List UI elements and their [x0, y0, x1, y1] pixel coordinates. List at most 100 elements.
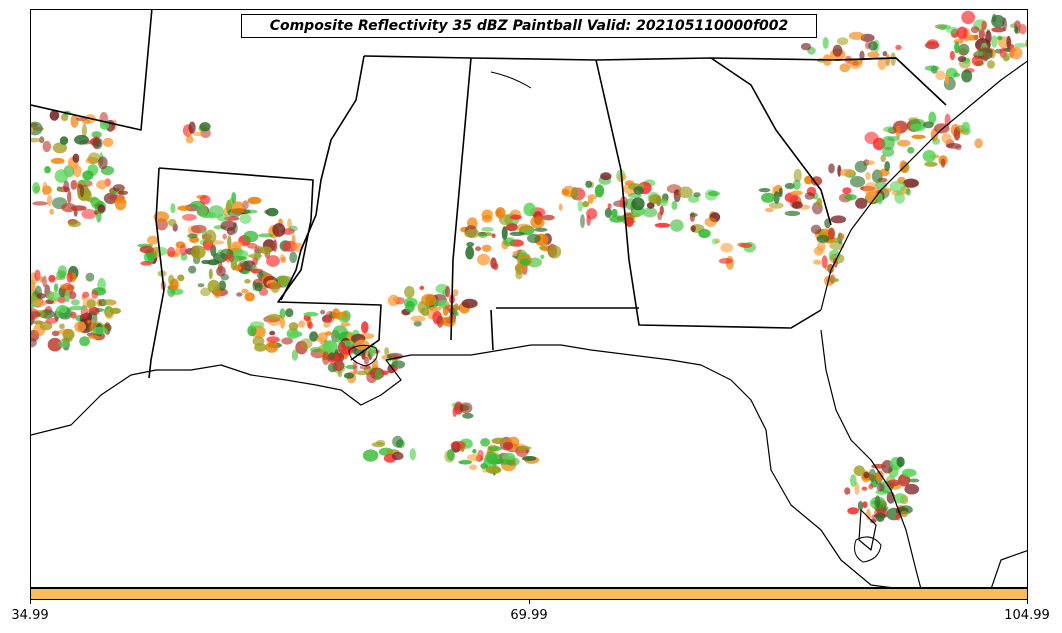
- paintball-blob: [1002, 54, 1010, 62]
- paintball-blob: [481, 214, 493, 223]
- paintball-blob: [580, 214, 585, 229]
- paintball-blob: [944, 73, 950, 85]
- paintball-blob: [97, 156, 108, 170]
- paintball-blob: [332, 325, 348, 340]
- paintball-blob: [421, 293, 437, 307]
- paintball-blob: [31, 127, 34, 133]
- paintball-blob: [895, 512, 901, 521]
- paintball-blob: [486, 453, 502, 465]
- paintball-blob: [577, 199, 583, 212]
- paintball-blob: [454, 311, 459, 317]
- paintball-blob: [224, 253, 235, 263]
- paintball-blob: [88, 334, 101, 339]
- paintball-blob: [813, 259, 822, 265]
- paintball-blob: [791, 201, 803, 209]
- paintball-blob: [866, 508, 871, 521]
- paintball-blob: [359, 364, 371, 370]
- paintball-blob: [58, 328, 72, 335]
- paintball-blob: [1014, 26, 1019, 34]
- paintball-blob: [861, 486, 868, 491]
- paintball-blob: [863, 471, 870, 479]
- paintball-blob: [1014, 43, 1027, 48]
- paintball-blob: [898, 473, 911, 487]
- paintball-blob: [800, 42, 812, 51]
- paintball-blob: [924, 65, 940, 71]
- paintball-blob: [82, 170, 94, 181]
- paintball-blob: [356, 370, 368, 376]
- paintball-blob: [374, 368, 382, 381]
- paintball-blob: [970, 26, 980, 34]
- paintball-blob: [527, 233, 541, 244]
- paintball-blob: [393, 296, 399, 303]
- paintball-blob: [558, 203, 563, 211]
- paintball-blob: [464, 229, 480, 239]
- paintball-blob: [409, 448, 416, 461]
- paintball-blob: [77, 187, 91, 201]
- paintball-blob: [816, 197, 823, 207]
- paintball-blob: [81, 208, 97, 220]
- paintball-blob: [291, 349, 299, 361]
- paintball-blob: [87, 152, 101, 164]
- paintball-blob: [689, 212, 698, 217]
- paintball-blob: [147, 235, 159, 245]
- paintball-blob: [893, 493, 907, 504]
- paintball-blob: [94, 140, 102, 148]
- paintball-blob: [244, 279, 251, 284]
- paintball-blob: [286, 328, 300, 339]
- paintball-blob: [175, 246, 181, 258]
- paintball-blob: [894, 191, 905, 204]
- paintball-blob: [773, 191, 780, 204]
- paintball-blob: [436, 315, 444, 328]
- paintball-blob: [153, 211, 170, 223]
- paintball-blob: [246, 242, 258, 249]
- paintball-blob: [32, 201, 48, 206]
- paintball-blob: [31, 137, 42, 143]
- paintball-blob: [954, 144, 962, 151]
- paintball-blob: [887, 479, 901, 487]
- paintball-blob: [961, 10, 976, 25]
- paintball-blob: [82, 297, 98, 309]
- paintball-blob: [784, 182, 796, 190]
- paintball-blob: [387, 352, 403, 360]
- paintball-blob: [447, 449, 455, 461]
- paintball-blob: [361, 351, 366, 360]
- paintball-blob: [877, 57, 887, 70]
- paintball-blob: [740, 242, 753, 248]
- paintball-blob: [404, 286, 415, 299]
- paintball-blob: [505, 223, 518, 232]
- paintball-blob: [231, 192, 237, 204]
- paintball-blob: [833, 257, 838, 268]
- paintball-blob: [79, 336, 90, 347]
- paintball-blob: [540, 254, 545, 259]
- paintball-blob: [882, 51, 888, 57]
- paintball-blob: [495, 207, 506, 219]
- paintball-blob: [502, 452, 516, 461]
- paintball-blob: [670, 219, 684, 232]
- paintball-blob: [452, 289, 459, 297]
- paintball-blob: [81, 305, 87, 310]
- paintball-blob: [118, 190, 129, 196]
- paintball-blob: [926, 39, 939, 46]
- paintball-blob: [844, 194, 857, 201]
- paintball-blob: [935, 70, 946, 81]
- lakes: [348, 71, 882, 563]
- paintball-blob: [68, 220, 81, 228]
- paintball-blob: [882, 187, 892, 193]
- paintball-blob: [47, 337, 63, 352]
- paintball-blob: [521, 456, 537, 461]
- paintball-blob: [509, 231, 525, 236]
- paintball-blob: [488, 446, 503, 452]
- paintball-blob: [48, 274, 56, 283]
- colorbar-tick-mid: [529, 600, 530, 604]
- paintball-blob: [200, 287, 211, 297]
- paintball-blob: [982, 50, 989, 62]
- paintball-blob: [192, 131, 204, 137]
- paintball-blob: [649, 194, 662, 204]
- paintball-blob: [501, 226, 508, 241]
- paintball-blob: [828, 227, 835, 240]
- paintball-blob: [197, 283, 205, 288]
- paintball-blob: [56, 186, 62, 192]
- paintball-blob: [711, 238, 718, 245]
- paintball-blob: [31, 121, 43, 136]
- paintball-blob: [804, 175, 813, 185]
